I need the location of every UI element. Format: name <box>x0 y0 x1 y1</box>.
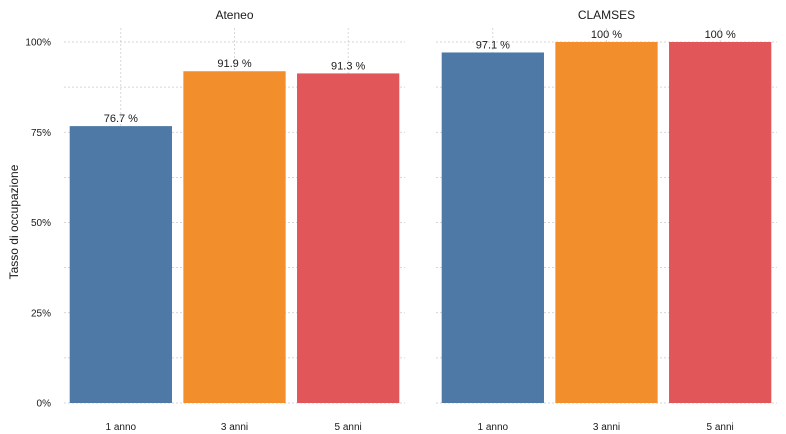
bar <box>555 42 658 403</box>
panel-title: CLAMSES <box>578 8 635 22</box>
y-axis-title: Tasso di occupazione <box>7 164 21 279</box>
labels-layer: Ateneo 76.7 % 91.9 % 91.3 % CLAMSES 97.1 % 100… <box>104 8 736 125</box>
y-tick-label: 25% <box>31 308 51 319</box>
axes-layer: 0% 25% 50% 75% 100% 1 anno 3 anni 5 anni 1 anno 3… <box>25 38 733 434</box>
data-label: 76.7 % <box>104 113 138 125</box>
y-tick-label: 75% <box>31 128 51 139</box>
y-tick-label: 50% <box>31 218 51 229</box>
panel-title: Ateneo <box>215 8 253 22</box>
data-label: 91.9 % <box>217 58 251 70</box>
data-label: 91.3 % <box>331 60 365 72</box>
x-tick-label: 5 anni <box>707 422 734 433</box>
x-tick-label: 5 anni <box>335 422 362 433</box>
x-tick-label: 1 anno <box>478 422 509 433</box>
data-label: 97.1 % <box>476 39 510 51</box>
x-tick-label: 3 anni <box>593 422 620 433</box>
y-tick-label: 0% <box>37 399 52 410</box>
bar <box>441 52 544 404</box>
y-tick-label: 100% <box>25 38 51 49</box>
bar <box>69 126 172 403</box>
x-tick-label: 1 anno <box>106 422 137 433</box>
bar <box>669 42 772 403</box>
bars-layer <box>69 42 772 404</box>
data-label: 100 % <box>705 29 736 41</box>
x-tick-label: 3 anni <box>221 422 248 433</box>
data-label: 100 % <box>591 29 622 41</box>
bar <box>183 71 286 403</box>
bar <box>297 73 400 404</box>
